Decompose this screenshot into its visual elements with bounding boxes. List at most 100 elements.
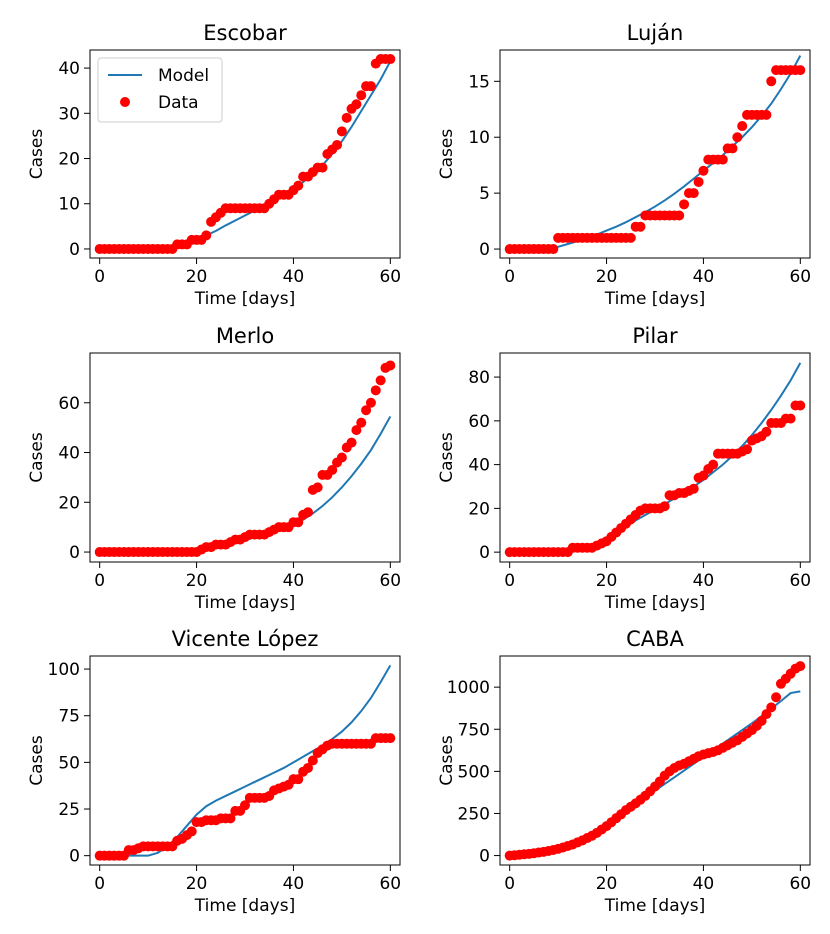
panel-vicente-lopez: Vicente López 0 20 40 60 0 25 50 75 100 Time [days…: [27, 627, 401, 916]
legend: Model Data: [97, 57, 223, 123]
data-point: [201, 230, 212, 241]
y-axis-label: Cases: [27, 129, 47, 180]
x-tick-label: 60: [379, 267, 401, 287]
panel-title: Escobar: [203, 21, 287, 45]
data-point: [225, 813, 236, 824]
data-point: [688, 483, 699, 494]
data-point: [385, 360, 396, 371]
x-tick-label: 0: [504, 874, 515, 894]
data-point: [341, 112, 352, 123]
y-tick-label: 20: [468, 499, 490, 519]
data-point: [375, 375, 386, 386]
plot-area: [94, 360, 396, 558]
data-point: [356, 90, 367, 101]
x-axis-label: Time [days]: [194, 896, 295, 916]
data-point: [717, 154, 728, 165]
data-point: [302, 762, 313, 773]
x-tick-label: 40: [283, 571, 305, 591]
y-tick-label: 15: [468, 72, 490, 92]
y-tick-label: 0: [69, 240, 80, 260]
data-point: [635, 221, 646, 232]
x-tick-label: 40: [693, 267, 715, 287]
plot-area: [504, 661, 806, 861]
data-point: [346, 437, 357, 448]
y-tick-label: 20: [58, 493, 80, 513]
data-point: [240, 800, 250, 811]
panel-title: Pilar: [632, 324, 678, 348]
model-line: [99, 664, 392, 857]
data-point: [351, 425, 362, 436]
y-tick-label: 20: [58, 150, 80, 170]
y-tick-label: 250: [458, 804, 490, 824]
x-tick-label: 60: [789, 267, 811, 287]
axes-frame: [89, 352, 401, 563]
model-line: [509, 690, 801, 857]
x-tick-label: 40: [283, 267, 305, 287]
plot-area: [504, 362, 806, 558]
x-tick-label: 40: [693, 874, 715, 894]
x-tick-label: 40: [283, 874, 305, 894]
x-tick-label: 60: [379, 874, 401, 894]
x-tick-label: 60: [789, 874, 811, 894]
x-tick-label: 40: [693, 571, 715, 591]
axes-frame: [89, 655, 401, 866]
panel-pilar: Pilar 0 20 40 60 0 20 40 60 80 Time [days] Cases: [437, 324, 811, 613]
data-point: [548, 244, 559, 255]
y-axis-label: Cases: [437, 432, 457, 483]
x-tick-label: 20: [596, 571, 618, 591]
data-point: [356, 417, 367, 428]
y-tick-label: 0: [479, 543, 490, 563]
y-tick-label: 75: [58, 707, 80, 727]
axes-frame: [499, 352, 811, 563]
y-tick-label: 40: [58, 59, 80, 79]
y-tick-label: 5: [479, 184, 490, 204]
data-point: [293, 517, 304, 528]
x-tick-label: 60: [789, 571, 811, 591]
axes-frame: [89, 49, 401, 259]
y-axis-label: Cases: [27, 735, 47, 786]
y-tick-label: 10: [58, 195, 80, 215]
legend-model-label: Model: [158, 66, 209, 86]
y-tick-label: 0: [479, 847, 490, 867]
data-point: [659, 501, 670, 512]
y-tick-label: 50: [58, 753, 80, 773]
data-point: [761, 109, 772, 120]
legend-data-swatch: [120, 97, 130, 107]
data-point: [351, 99, 362, 110]
data-point: [365, 397, 376, 408]
y-axis-label: Cases: [27, 432, 47, 483]
data-point: [679, 199, 690, 210]
x-tick-label: 0: [94, 874, 105, 894]
data-point: [327, 464, 338, 475]
y-tick-label: 0: [69, 543, 80, 563]
data-point: [674, 210, 685, 221]
data-point: [317, 162, 328, 173]
data-point: [698, 165, 709, 176]
y-tick-label: 1000: [447, 678, 490, 698]
data-point: [766, 76, 777, 87]
data-point: [293, 180, 304, 191]
x-tick-label: 20: [186, 571, 208, 591]
data-point: [186, 826, 197, 837]
y-tick-label: 0: [69, 847, 80, 867]
y-axis-label: Cases: [437, 735, 457, 786]
y-tick-label: 100: [48, 660, 80, 680]
x-tick-label: 20: [596, 874, 618, 894]
x-tick-label: 20: [596, 267, 618, 287]
data-point: [385, 54, 396, 65]
y-tick-label: 40: [468, 456, 490, 476]
y-tick-label: 80: [468, 368, 490, 388]
data-point: [795, 65, 806, 76]
data-point: [771, 692, 782, 703]
data-point: [370, 385, 381, 396]
x-tick-label: 20: [186, 874, 208, 894]
panel-merlo: Merlo 0 20 40 60 0 20 40 60 Time [days] Cases: [27, 324, 401, 613]
y-tick-label: 500: [458, 762, 490, 782]
panel-title: Merlo: [216, 324, 274, 348]
data-point: [761, 426, 772, 437]
x-tick-label: 0: [94, 267, 105, 287]
panel-title: Luján: [627, 21, 684, 45]
plot-area: [94, 54, 396, 254]
data-point: [727, 143, 738, 154]
